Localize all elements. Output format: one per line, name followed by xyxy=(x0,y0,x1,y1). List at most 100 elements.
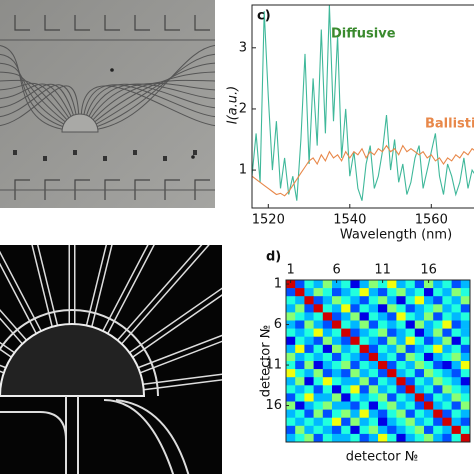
matrix-cell xyxy=(295,352,305,362)
matrix-cell xyxy=(460,385,471,394)
matrix-cell xyxy=(414,385,425,394)
matrix-cell xyxy=(460,328,471,337)
matrix-cell xyxy=(350,320,360,329)
micrograph xyxy=(0,0,215,208)
matrix-cell xyxy=(424,320,434,329)
matrix-cell xyxy=(332,377,342,386)
matrix-cell xyxy=(368,425,379,435)
matrix-cell xyxy=(350,425,360,435)
series-label: Diffusive xyxy=(331,27,396,42)
matrix-cell xyxy=(433,377,443,386)
matrix-cell xyxy=(451,336,462,346)
matrix-cell xyxy=(368,296,379,305)
matrix-cell xyxy=(387,304,397,313)
matrix-cell xyxy=(286,304,296,313)
matrix-cell xyxy=(304,401,314,410)
matrix-cell xyxy=(350,280,360,289)
matrix-cell xyxy=(451,344,462,354)
matrix-cell xyxy=(414,433,425,443)
matrix-cell xyxy=(368,385,379,394)
matrix-cell xyxy=(414,409,425,418)
matrix-cell xyxy=(387,344,397,354)
matrix-cell xyxy=(304,328,314,337)
matrix-cell xyxy=(442,385,452,394)
matrix-cell xyxy=(424,433,434,443)
matrix-cell xyxy=(451,361,462,370)
matrix-cell xyxy=(322,401,333,410)
pad-line xyxy=(104,15,120,31)
matrix-cell xyxy=(378,328,388,337)
matrix-cell xyxy=(332,336,342,346)
matrix-cell xyxy=(322,344,333,354)
matrix-cell xyxy=(433,280,443,289)
matrix-cell xyxy=(451,385,462,394)
matrix-cell xyxy=(396,377,406,386)
matrix-cell xyxy=(442,304,452,313)
matrix-cell xyxy=(350,312,360,321)
matrix-cell xyxy=(424,312,434,321)
matrix-cell xyxy=(341,377,351,386)
matrix-cell xyxy=(378,377,388,386)
matrix-cell xyxy=(304,425,314,435)
matrix-cell xyxy=(414,320,425,329)
matrix-cell xyxy=(460,320,471,329)
matrix-cell xyxy=(442,320,452,329)
matrix-cell xyxy=(387,320,397,329)
matrix-cell xyxy=(378,320,388,329)
matrix-cell xyxy=(313,401,324,410)
matrix-cell xyxy=(460,393,471,402)
matrix-cell xyxy=(405,401,416,410)
matrix-cell xyxy=(286,433,296,443)
matrix-cell xyxy=(322,320,333,329)
y-tick-label: 1 xyxy=(274,277,282,292)
matrix-cell xyxy=(350,296,360,305)
matrix-cell xyxy=(295,409,305,418)
waveguide-inner xyxy=(32,245,57,327)
matrix-cell xyxy=(396,304,406,313)
matrix-cell xyxy=(286,352,296,362)
matrix-cell xyxy=(433,385,443,394)
matrix-cell xyxy=(313,393,324,402)
matrix-cell xyxy=(460,417,471,427)
matrix-cell xyxy=(442,425,452,435)
matrix-cell xyxy=(460,377,471,386)
matrix-cell xyxy=(378,385,388,394)
matrix-cell xyxy=(359,409,370,418)
matrix-cell xyxy=(359,344,370,354)
matrix-cell xyxy=(451,280,462,289)
matrix-cell xyxy=(332,409,342,418)
sem-image xyxy=(0,245,222,474)
matrix-cell xyxy=(396,336,406,346)
matrix-cell xyxy=(396,280,406,289)
waveguide-inner xyxy=(129,289,222,357)
matrix-cell xyxy=(433,369,443,378)
matrix-cell xyxy=(350,377,360,386)
matrix-cell xyxy=(295,369,305,378)
matrix-cell xyxy=(368,336,379,346)
matrix-cell xyxy=(313,409,324,418)
matrix-cell xyxy=(322,425,333,435)
matrix-cell xyxy=(359,280,370,289)
waveguide xyxy=(0,79,68,121)
matrix-cell xyxy=(442,344,452,354)
matrix-cell xyxy=(414,425,425,435)
scatter-region xyxy=(0,323,146,397)
matrix-cell xyxy=(295,312,305,321)
matrix-cell xyxy=(286,393,296,402)
matrix-cell xyxy=(295,336,305,346)
matrix-cell xyxy=(350,344,360,354)
waveguide xyxy=(0,45,63,130)
matrix-cell xyxy=(286,344,296,354)
matrix-cell xyxy=(442,377,452,386)
matrix-cell xyxy=(396,344,406,354)
matrix-cell xyxy=(451,369,462,378)
matrix-cell xyxy=(387,409,397,418)
matrix-cell xyxy=(332,352,342,362)
y-tick-label: 3 xyxy=(239,40,247,55)
matrix-cell xyxy=(405,280,416,289)
matrix-cell xyxy=(350,369,360,378)
matrix-cell xyxy=(286,296,296,305)
matrix-cell xyxy=(341,385,351,394)
